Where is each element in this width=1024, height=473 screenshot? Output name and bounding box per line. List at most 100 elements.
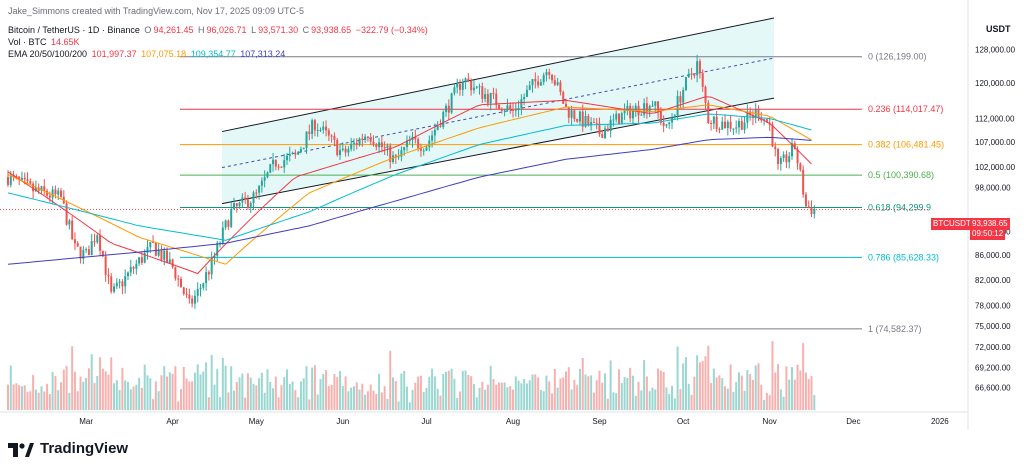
volume-bar xyxy=(665,387,668,410)
ema50-value: 107,075.18 xyxy=(141,49,187,59)
volume-bar xyxy=(369,384,372,410)
open-label: O xyxy=(144,25,152,35)
candle-body xyxy=(481,86,484,99)
candle-body xyxy=(135,263,138,269)
candle-body xyxy=(168,259,171,263)
candle-body xyxy=(799,163,802,170)
candle-body xyxy=(470,80,473,91)
candle-body xyxy=(645,103,648,113)
candle-body xyxy=(654,101,657,106)
candle-body xyxy=(431,135,434,141)
candle-body xyxy=(506,105,509,111)
volume-bar xyxy=(464,370,467,410)
volume-bar xyxy=(573,379,576,410)
volume-bar xyxy=(378,373,381,410)
volume-bar xyxy=(542,391,545,410)
volume-bar xyxy=(715,377,718,410)
candle-body xyxy=(54,189,57,195)
candle-body xyxy=(458,84,461,90)
volume-bar xyxy=(528,380,531,410)
candle-body xyxy=(551,74,554,81)
volume-bar xyxy=(152,399,155,410)
candle-body xyxy=(202,283,205,288)
volume-bar xyxy=(121,367,124,410)
volume-bar xyxy=(160,375,163,410)
volume-legend[interactable]: Vol · BTC 14.65K xyxy=(8,37,82,47)
candle-body xyxy=(777,149,780,164)
time-tick-label: Jul xyxy=(421,417,431,426)
candle-body xyxy=(341,148,344,150)
time-tick-label: Mar xyxy=(79,417,93,426)
price-tick-label: 112,000.00 xyxy=(975,114,1015,123)
volume-bar xyxy=(286,369,288,410)
candle-body xyxy=(765,119,768,123)
candle-body xyxy=(648,106,651,113)
candle-body xyxy=(659,111,662,123)
candle-body xyxy=(687,73,690,78)
candle-body xyxy=(461,81,464,90)
volume-bar xyxy=(679,389,682,410)
volume-bar xyxy=(383,386,386,410)
candle-body xyxy=(73,239,76,244)
open-value: 94,261.45 xyxy=(153,25,194,35)
volume-bar xyxy=(205,362,208,410)
volume-bar xyxy=(523,378,526,410)
volume-bar xyxy=(760,384,763,410)
volume-bar xyxy=(34,389,37,410)
volume-bar xyxy=(210,354,213,410)
candle-body xyxy=(138,257,141,264)
volume-bar xyxy=(520,383,523,410)
candle-body xyxy=(587,115,590,126)
tradingview-brand[interactable]: TradingView xyxy=(8,440,128,457)
candle-body xyxy=(548,72,551,75)
candle-body xyxy=(157,250,160,256)
candle-body xyxy=(684,77,687,91)
volume-bar xyxy=(294,390,297,410)
change-value: −322.79 (−0.34%) xyxy=(355,25,428,35)
candle-body xyxy=(665,124,668,126)
symbol-info[interactable]: Bitcoin / TetherUS · 1D · Binance O 94,26… xyxy=(8,25,430,35)
volume-label: Vol · BTC xyxy=(8,37,47,47)
candle-body xyxy=(166,250,169,263)
candle-body xyxy=(124,276,127,287)
volume-bar xyxy=(104,371,107,410)
candle-body xyxy=(9,174,12,185)
volume-bar xyxy=(807,379,810,410)
price-tick-label: 98,000.00 xyxy=(975,184,1011,193)
fib-label-0.236: 0.236 (114,017.47) xyxy=(868,104,943,114)
candle-body xyxy=(598,123,601,135)
volume-bar xyxy=(57,390,60,410)
volume-bar xyxy=(48,394,51,410)
candle-body xyxy=(523,96,526,100)
candle-body xyxy=(291,152,294,155)
ema-legend[interactable]: EMA 20/50/100/200 101,997.37 107,075.18 … xyxy=(8,49,287,59)
volume-bar xyxy=(475,397,478,410)
candle-body xyxy=(492,92,495,94)
candle-body xyxy=(90,241,93,256)
volume-bar xyxy=(707,345,710,410)
candle-body xyxy=(428,140,431,148)
candle-body xyxy=(266,172,269,178)
candle-body xyxy=(673,115,676,118)
volume-bar xyxy=(230,366,233,410)
volume-bar xyxy=(196,364,199,410)
candle-body xyxy=(43,186,46,191)
volume-bar xyxy=(143,364,146,410)
ema-line-1 xyxy=(7,96,812,275)
volume-bar xyxy=(85,377,88,410)
volume-bar xyxy=(500,382,503,410)
volume-bar xyxy=(316,394,319,410)
volume-bar xyxy=(724,386,727,410)
candle-body xyxy=(140,257,143,263)
volume-bar xyxy=(258,378,261,410)
volume-bar xyxy=(403,371,406,410)
candle-body xyxy=(277,166,280,168)
volume-bar xyxy=(503,382,506,410)
ema100-value: 109,354.77 xyxy=(190,49,236,59)
volume-bar xyxy=(754,365,757,410)
candle-body xyxy=(389,145,392,163)
volume-bars xyxy=(7,341,816,410)
volume-bar xyxy=(60,382,63,410)
volume-bar xyxy=(439,395,442,410)
